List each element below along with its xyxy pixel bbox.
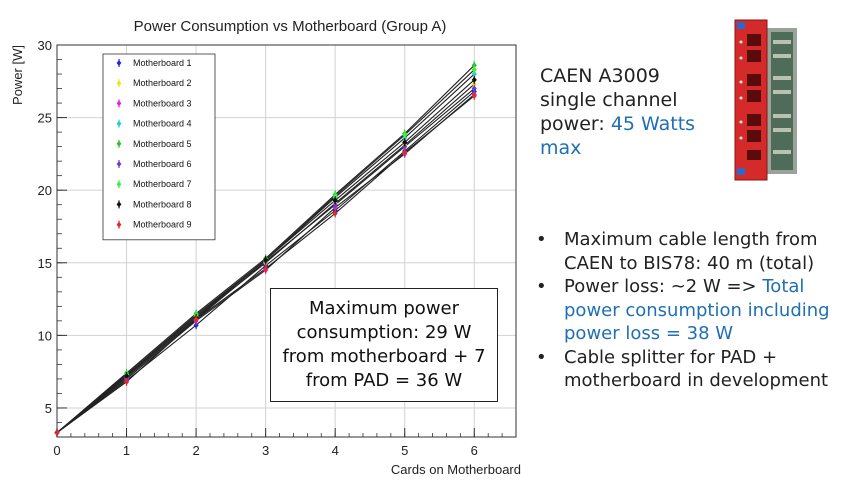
legend-marker-motherboard-1 [116, 60, 122, 66]
chart-title: Power Consumption vs Motherboard (Group … [134, 18, 447, 35]
x-tick-label: 3 [262, 443, 269, 458]
x-tick-label: 1 [123, 443, 130, 458]
point-motherboard-4 [471, 70, 477, 78]
bullet-cable-splitter: Cable splitter for PAD + motherboard in … [536, 346, 848, 393]
legend-marker-motherboard-3 [116, 100, 122, 107]
series-layer [54, 61, 477, 437]
legend-label-motherboard-7: Motherboard 7 [133, 179, 192, 189]
x-tick-label: 0 [53, 443, 60, 458]
y-tick-label: 25 [38, 111, 52, 126]
point-motherboard-9 [54, 429, 60, 436]
legend-label-motherboard-9: Motherboard 9 [133, 220, 192, 230]
point-motherboard-2 [471, 81, 477, 88]
legend-marker-motherboard-5 [116, 140, 122, 147]
legend-label-motherboard-2: Motherboard 2 [133, 78, 192, 88]
point-motherboard-9 [123, 378, 130, 386]
plot-frame [56, 44, 517, 438]
point-motherboard-8 [332, 197, 338, 204]
y-tick-label: 5 [45, 401, 52, 416]
legend-marker-motherboard-6 [116, 161, 122, 167]
bullet-total-power: Total power consumption including power … [564, 276, 830, 344]
legend-marker-motherboard-2 [116, 80, 122, 87]
y-tick-label: 10 [38, 328, 52, 343]
point-motherboard-7 [471, 66, 477, 73]
legend-marker-motherboard-8 [116, 201, 122, 208]
point-motherboard-8 [402, 139, 408, 146]
axis-ticks: 0 1 2 3 4 5 6 5 10 15 20 25 30 [38, 38, 503, 458]
point-motherboard-7 [332, 192, 338, 200]
point-motherboard-8 [123, 372, 130, 380]
caen-max-power: 45 Watts max [540, 113, 696, 159]
y-tick-label: 30 [38, 38, 52, 53]
legend-marker-motherboard-7 [116, 181, 122, 188]
legend-label-motherboard-1: Motherboard 1 [133, 58, 192, 68]
caen-description-text: CAEN A3009 single channel power: [540, 65, 678, 135]
bullet-cable-length: Maximum cable length from CAEN to BIS78:… [536, 228, 848, 275]
point-motherboard-9 [263, 265, 269, 272]
point-motherboard-8 [471, 76, 477, 84]
bullet-cable-length-text: Maximum cable length from CAEN to BIS78:… [564, 229, 818, 274]
point-motherboard-9 [193, 316, 199, 323]
bullet-power-loss: Power loss: ~2 W => Total power consumpt… [536, 275, 848, 346]
power-consumption-chart: Power Consumption vs Motherboard (Group … [10, 18, 521, 477]
y-tick-label: 20 [38, 183, 52, 198]
bullet-cable-splitter-text: Cable splitter for PAD + motherboard in … [564, 346, 829, 392]
legend-label-motherboard-4: Motherboard 4 [133, 119, 192, 129]
legend-label-motherboard-6: Motherboard 6 [133, 159, 192, 169]
legend-label-motherboard-5: Motherboard 5 [133, 139, 192, 149]
y-tick-label: 15 [38, 256, 52, 271]
point-motherboard-6 [402, 143, 408, 150]
max-power-annotation: Maximum power consumption: 29 W from mot… [270, 288, 498, 402]
point-motherboard-9 [402, 149, 408, 156]
point-motherboard-8 [263, 256, 269, 264]
chart-legend: Motherboard 1 Motherboard 2 Motherboard 3 M… [102, 53, 216, 241]
x-tick-label: 5 [401, 443, 408, 458]
point-motherboard-6 [471, 85, 477, 92]
legend-box [102, 53, 216, 241]
x-axis-label: Cards on Motherboard [391, 462, 521, 477]
info-bullets: Maximum cable length from CAEN to BIS78:… [536, 228, 848, 393]
point-motherboard-7 [402, 131, 408, 139]
y-axis-label: Power [W] [10, 45, 25, 105]
caen-description: CAEN A3009 single channel power: 45 Watt… [540, 64, 720, 160]
x-tick-label: 6 [471, 443, 478, 458]
x-tick-label: 4 [332, 443, 339, 458]
x-tick-label: 2 [192, 443, 199, 458]
legend-marker-motherboard-9 [116, 221, 122, 228]
point-motherboard-5 [471, 62, 477, 69]
legend-label-motherboard-8: Motherboard 8 [133, 199, 192, 209]
bullet-power-loss-text: Power loss: ~2 W => [564, 276, 763, 297]
point-motherboard-1 [193, 322, 199, 329]
legend-marker-motherboard-4 [116, 120, 122, 127]
legend-label-motherboard-3: Motherboard 3 [133, 98, 192, 108]
caen-module-image [734, 19, 797, 181]
point-motherboard-9 [471, 92, 477, 100]
max-power-annotation-text: Maximum power consumption: 29 W from mot… [282, 298, 486, 391]
point-motherboard-9 [332, 210, 338, 217]
point-motherboard-6 [332, 201, 338, 208]
